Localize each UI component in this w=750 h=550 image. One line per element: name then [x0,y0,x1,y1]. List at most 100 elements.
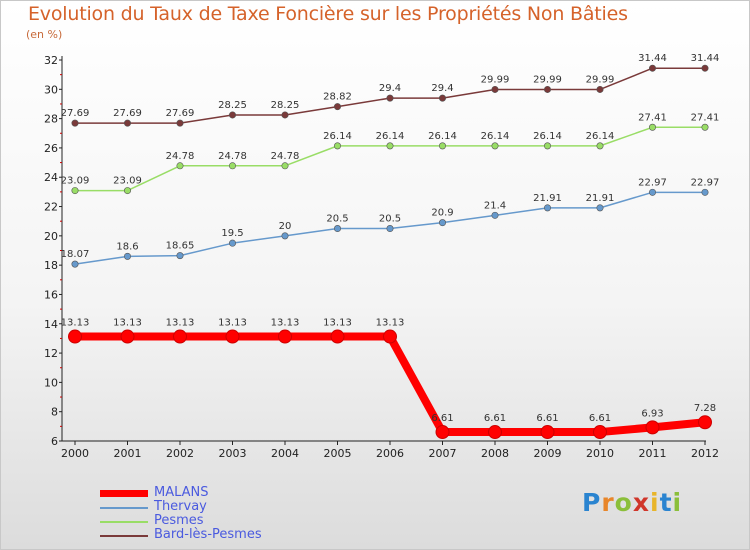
proxiti-logo: Proxiti [582,488,683,517]
legend-swatch-thervay [100,507,148,509]
data-point-malans-2010 [593,425,607,440]
data-label-bard-l-s-pesmes-2005: 28.82 [323,92,352,103]
data-label-bard-l-s-pesmes-2000: 27.69 [61,108,90,119]
x-tick-label-2000: 2000 [61,447,89,460]
data-label-pesmes-2006: 26.14 [376,131,405,142]
data-label-thervay-2001: 18.6 [116,241,138,252]
data-point-thervay-2008 [491,211,499,219]
data-point-bard-l-s-pesmes-2011 [648,64,656,72]
data-point-pesmes-2007 [438,142,446,150]
x-tick-label-2012: 2012 [691,447,719,460]
data-label-pesmes-2007: 26.14 [428,131,457,142]
data-label-pesmes-2011: 27.41 [638,112,667,123]
data-point-malans-2007 [435,425,450,440]
data-label-malans-2010: 6.61 [589,413,611,424]
chart-subtitle: (en %) [26,28,63,41]
data-point-pesmes-2012 [701,123,709,131]
data-point-malans-2012 [698,415,712,430]
data-point-bard-l-s-pesmes-2008 [491,85,499,93]
data-point-pesmes-2010 [596,142,604,150]
data-label-malans-2005: 13.13 [323,318,352,329]
data-point-thervay-2006 [386,225,394,233]
data-label-bard-l-s-pesmes-2010: 29.99 [586,74,615,85]
data-label-thervay-2008: 21.4 [484,200,506,211]
y-tick-label-16: 16 [44,288,58,301]
data-point-malans-2003 [225,329,240,344]
data-label-bard-l-s-pesmes-2007: 29.4 [431,83,453,94]
data-point-pesmes-2011 [648,123,656,131]
data-point-malans-2002 [173,329,187,344]
legend-label-malans: MALANS [154,485,209,500]
y-tick-label-32: 32 [44,54,58,67]
data-label-thervay-2012: 22.97 [691,177,720,188]
x-tick-label-2004: 2004 [271,447,299,460]
data-point-thervay-2001 [124,252,132,260]
legend-swatch-pesmes [100,521,148,523]
data-point-malans-2005 [330,329,345,344]
data-label-bard-l-s-pesmes-2004: 28.25 [271,100,300,111]
x-tick-label-2007: 2007 [429,447,457,460]
data-point-pesmes-2004 [281,162,289,170]
data-point-thervay-2000 [71,260,79,268]
data-label-malans-2002: 13.13 [166,318,195,329]
data-label-thervay-2002: 18.65 [166,241,195,252]
y-tick-label-30: 30 [44,83,58,96]
data-label-bard-l-s-pesmes-2001: 27.69 [113,108,142,119]
data-point-pesmes-2009 [543,142,551,150]
x-tick-label-2009: 2009 [534,447,562,460]
data-label-malans-2000: 13.13 [61,318,90,329]
data-point-malans-2006 [383,329,397,344]
data-label-malans-2004: 13.13 [271,318,300,329]
data-point-thervay-2003 [229,239,237,247]
data-point-pesmes-2000 [71,187,79,195]
data-label-bard-l-s-pesmes-2012: 31.44 [691,53,720,64]
data-point-pesmes-2008 [491,142,499,150]
legend-label-pesmes: Pesmes [154,513,204,528]
data-label-thervay-2006: 20.5 [379,214,401,225]
data-label-pesmes-2010: 26.14 [586,131,615,142]
y-tick-label-28: 28 [44,113,58,126]
x-tick-label-2008: 2008 [481,447,509,460]
data-label-malans-2009: 6.61 [536,413,558,424]
data-point-bard-l-s-pesmes-2004 [281,111,289,119]
data-point-thervay-2009 [543,204,551,212]
legend-swatch-bard-les-pesmes [100,535,148,537]
data-label-thervay-2007: 20.9 [431,208,453,219]
y-tick-label-22: 22 [44,201,58,214]
data-label-pesmes-2004: 24.78 [271,151,300,162]
data-point-malans-2001 [120,329,135,344]
data-label-thervay-2004: 20 [279,221,292,232]
data-label-malans-2008: 6.61 [484,413,506,424]
data-label-thervay-2005: 20.5 [326,214,348,225]
legend-label-thervay: Thervay [154,499,207,514]
data-point-bard-l-s-pesmes-2007 [438,94,446,102]
y-tick-label-10: 10 [44,376,58,389]
data-label-thervay-2003: 19.5 [221,228,243,239]
data-point-bard-l-s-pesmes-2012 [701,64,709,72]
data-point-thervay-2005 [333,225,341,233]
y-tick-label-14: 14 [44,318,58,331]
x-tick-label-2010: 2010 [586,447,614,460]
data-label-bard-l-s-pesmes-2008: 29.99 [481,74,510,85]
data-label-thervay-2009: 21.91 [533,193,562,204]
data-label-pesmes-2001: 23.09 [113,176,142,187]
data-point-thervay-2002 [176,252,184,260]
data-label-malans-2001: 13.13 [113,318,142,329]
data-point-bard-l-s-pesmes-2006 [386,94,394,102]
data-label-bard-l-s-pesmes-2011: 31.44 [638,53,667,64]
data-label-bard-l-s-pesmes-2009: 29.99 [533,74,562,85]
legend-label-bard-les-pesmes: Bard-lès-Pesmes [154,527,262,542]
data-label-malans-2011: 6.93 [641,408,663,419]
y-tick-label-8: 8 [51,406,58,419]
data-label-pesmes-2012: 27.41 [691,112,720,123]
data-point-malans-2004 [278,329,292,344]
data-label-malans-2003: 13.13 [218,318,247,329]
data-label-malans-2006: 13.13 [376,318,405,329]
data-label-pesmes-2000: 23.09 [61,176,90,187]
data-point-thervay-2012 [701,188,709,196]
data-label-thervay-2011: 22.97 [638,177,667,188]
data-label-pesmes-2009: 26.14 [533,131,562,142]
legend-swatch-malans [100,490,148,497]
